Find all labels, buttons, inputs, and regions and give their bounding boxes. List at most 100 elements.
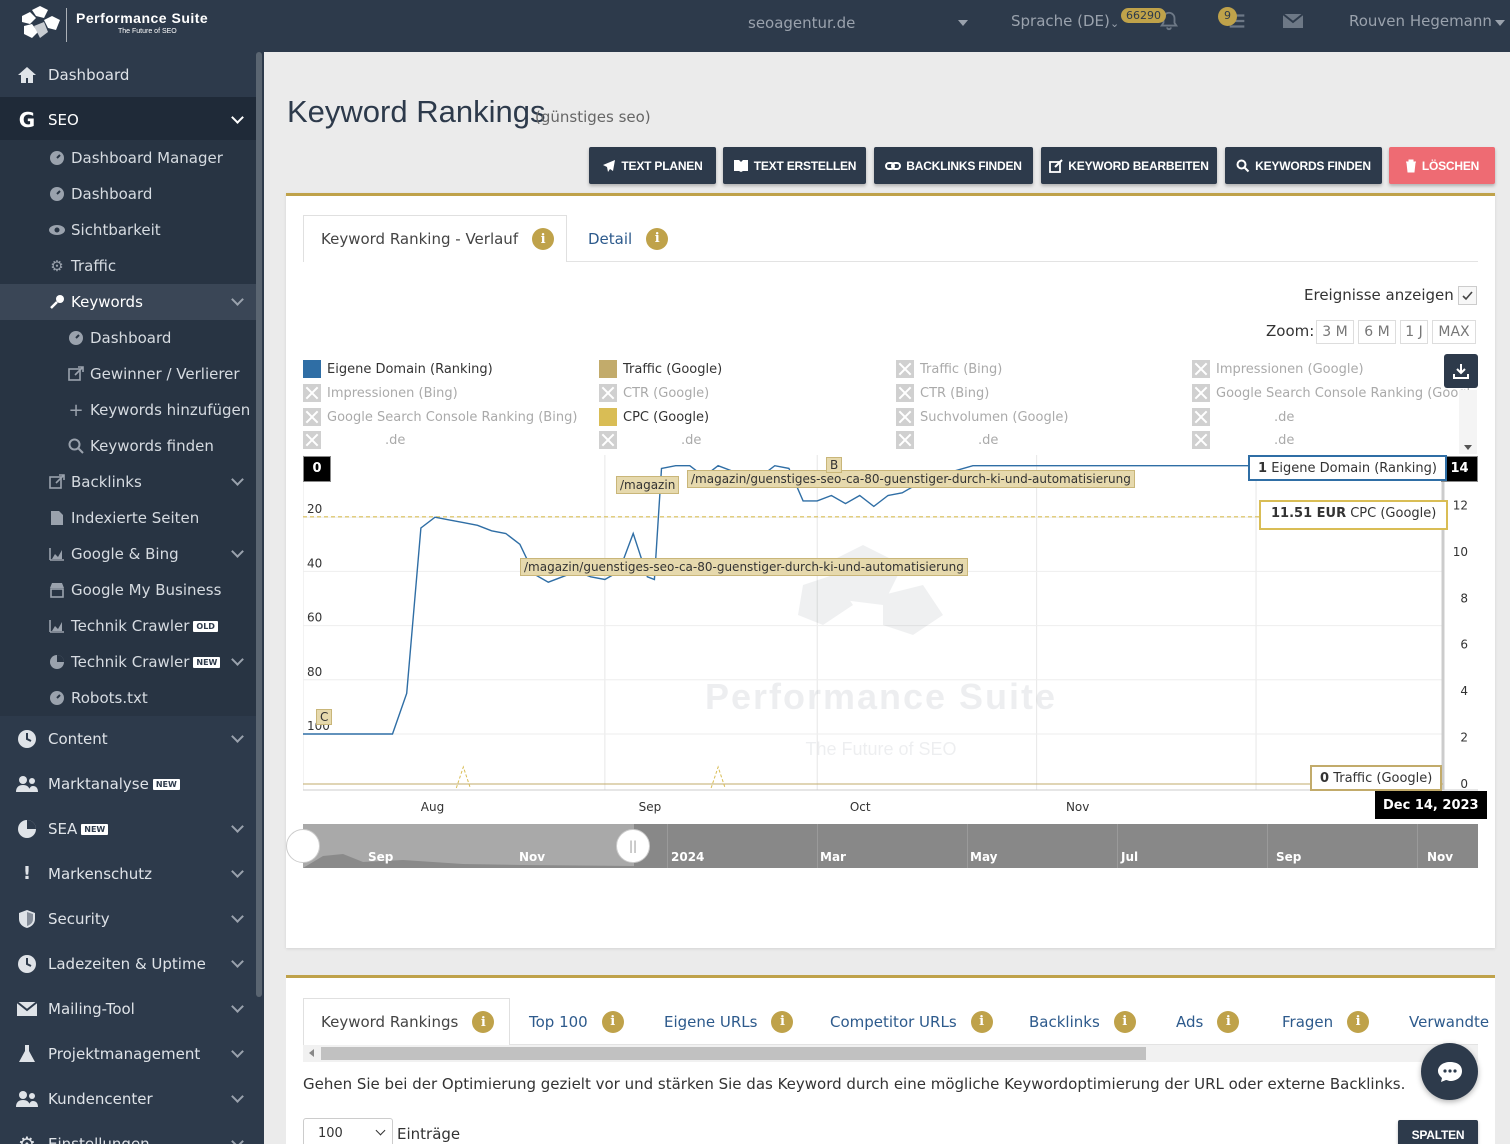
language-chevron-icon[interactable]: ⌄	[1110, 17, 1120, 30]
sidebar-item-projektmanagement[interactable]: Projektmanagement	[0, 1031, 256, 1076]
legend-item[interactable]: Google Search Console Ranking (Googl	[1192, 384, 1470, 402]
sidebar-item-traffic[interactable]: ⚙ Traffic	[0, 248, 256, 284]
sidebar-item-keywords-finden[interactable]: Keywords finden	[0, 428, 256, 464]
navigator-left-handle[interactable]	[286, 829, 320, 863]
messages-button[interactable]	[1282, 12, 1304, 34]
zoom-max-button[interactable]: MAX	[1432, 320, 1476, 344]
loeschen-button[interactable]: LÖSCHEN	[1389, 147, 1495, 184]
legend-item[interactable]: .de	[1192, 431, 1294, 449]
legend-item[interactable]: .de	[303, 431, 405, 449]
sidebar-item-sichtbarkeit[interactable]: Sichtbarkeit	[0, 212, 256, 248]
legend-item[interactable]: .de	[1192, 408, 1294, 426]
zoom-1j-button[interactable]: 1 J	[1400, 320, 1428, 344]
user-menu[interactable]: Rouven Hegemann	[1349, 12, 1492, 30]
entries-select[interactable]: 100	[303, 1118, 393, 1144]
tab-competitor-urls[interactable]: Competitor URLs i	[830, 998, 993, 1045]
legend-item[interactable]: CTR (Google)	[599, 384, 709, 402]
info-icon[interactable]: i	[1347, 1010, 1370, 1033]
legend-item[interactable]: Suchvolumen (Google)	[896, 408, 1068, 426]
legend-item[interactable]: CTR (Bing)	[896, 384, 989, 402]
spalten-button[interactable]: SPALTEN	[1398, 1120, 1478, 1144]
sidebar-item-keywords-hinzufuegen[interactable]: + Keywords hinzufügen	[0, 392, 256, 428]
info-icon[interactable]: i	[970, 1010, 993, 1033]
legend-item[interactable]: .de	[599, 431, 701, 449]
legend-item[interactable]: Eigene Domain (Ranking)	[303, 360, 493, 378]
download-chart-button[interactable]	[1444, 354, 1478, 388]
project-selector[interactable]: seoagentur.de	[748, 14, 856, 32]
sidebar-item-kundencenter[interactable]: Kundencenter	[0, 1076, 256, 1121]
sidebar-item-robots[interactable]: Robots.txt	[0, 680, 256, 716]
annotation-guenstiges-1[interactable]: /magazin/guenstiges-seo-ca-80-guenstiger…	[687, 470, 1135, 488]
horizontal-scrollbar[interactable]	[303, 1045, 1478, 1062]
annotation-guenstiges-2[interactable]: /magazin/guenstiges-seo-ca-80-guenstiger…	[520, 558, 968, 576]
sidebar-item-markenschutz[interactable]: ! Markenschutz	[0, 851, 256, 896]
annotation-b[interactable]: B	[826, 457, 843, 473]
horizontal-scrollbar-thumb[interactable]	[321, 1047, 1146, 1060]
keywords-finden-button[interactable]: KEYWORDS FINDEN	[1225, 147, 1382, 184]
legend-item[interactable]: CPC (Google)	[599, 408, 709, 426]
info-icon[interactable]: i	[472, 1011, 495, 1033]
tab-detail[interactable]: Detail i	[588, 215, 669, 262]
sidebar-item-ladezeiten[interactable]: Ladezeiten & Uptime	[0, 941, 256, 986]
sidebar-item-google-my-business[interactable]: Google My Business	[0, 572, 256, 608]
tab-keyword-ranking-verlauf[interactable]: Keyword Ranking - Verlauf i	[303, 215, 567, 262]
zoom-3m-button[interactable]: 3 M	[1316, 320, 1354, 344]
sidebar-item-sea[interactable]: SEA NEW	[0, 806, 256, 851]
sidebar-item-marktanalyse[interactable]: Marktanalyse NEW	[0, 761, 256, 806]
sidebar-item-seo-dashboard[interactable]: Dashboard	[0, 176, 256, 212]
tab-keyword-rankings[interactable]: Keyword Rankings i	[303, 998, 510, 1045]
ranking-chart[interactable]: Performance Suite The Future of SEO 2040…	[303, 455, 1478, 817]
sidebar-item-security[interactable]: Security	[0, 896, 256, 941]
tab-backlinks[interactable]: Backlinks i	[1029, 998, 1136, 1045]
legend-item[interactable]: Impressionen (Google)	[1192, 360, 1364, 378]
sidebar-item-google-bing[interactable]: Google & Bing	[0, 536, 256, 572]
navigator-right-handle[interactable]: ||	[616, 829, 650, 863]
sidebar-item-keywords[interactable]: Keywords	[0, 284, 256, 320]
chat-button[interactable]	[1421, 1043, 1478, 1100]
annotation-c[interactable]: C	[316, 709, 333, 725]
legend-item[interactable]: Traffic (Bing)	[896, 360, 1002, 378]
legend-item[interactable]: Impressionen (Bing)	[303, 384, 458, 402]
chart-navigator[interactable]: ||	[286, 824, 1478, 868]
annotation-magazin[interactable]: /magazin	[616, 476, 680, 494]
info-icon[interactable]: i	[646, 227, 669, 250]
tab-fragen[interactable]: Fragen i	[1282, 998, 1370, 1045]
sidebar-item-indexierte-seiten[interactable]: Indexierte Seiten	[0, 500, 256, 536]
user-caret-icon[interactable]	[1495, 20, 1505, 26]
project-caret-icon[interactable]	[958, 20, 968, 26]
tab-eigene-urls[interactable]: Eigene URLs i	[664, 998, 794, 1045]
events-checkbox[interactable]	[1458, 286, 1477, 305]
sidebar-item-content[interactable]: Content	[0, 716, 256, 761]
info-icon[interactable]: i	[1113, 1010, 1136, 1033]
legend-item[interactable]: Traffic (Google)	[599, 360, 722, 378]
sidebar-scrollbar[interactable]	[256, 52, 262, 997]
info-icon[interactable]: i	[1217, 1010, 1240, 1033]
scroll-left-icon[interactable]	[309, 1049, 314, 1057]
scroll-down-icon[interactable]	[1464, 445, 1472, 450]
legend-item[interactable]: Google Search Console Ranking (Bing)	[303, 408, 577, 426]
text-planen-button[interactable]: TEXT PLANEN	[589, 147, 716, 184]
text-erstellen-button[interactable]: TEXT ERSTELLEN	[723, 147, 866, 184]
sidebar-item-technik-crawler-new[interactable]: Technik Crawler NEW	[0, 644, 256, 680]
sidebar-item-einstellungen[interactable]: ⚙ Einstellungen	[0, 1121, 256, 1144]
sidebar-item-kw-dashboard[interactable]: Dashboard	[0, 320, 256, 356]
app-logo[interactable]: Performance Suite The Future of SEO	[18, 4, 248, 48]
backlinks-finden-button[interactable]: BACKLINKS FINDEN	[874, 147, 1033, 184]
sidebar-item-technik-crawler-old[interactable]: Technik Crawler OLD	[0, 608, 256, 644]
sidebar-item-seo[interactable]: G SEO	[0, 97, 256, 142]
keyword-bearbeiten-button[interactable]: KEYWORD BEARBEITEN	[1041, 147, 1217, 184]
language-selector[interactable]: Sprache (DE)	[1011, 12, 1110, 30]
info-icon[interactable]: i	[601, 1010, 624, 1033]
zoom-6m-button[interactable]: 6 M	[1358, 320, 1396, 344]
info-icon[interactable]: i	[771, 1010, 794, 1033]
sidebar-item-mailing-tool[interactable]: Mailing-Tool	[0, 986, 256, 1031]
tab-top-100[interactable]: Top 100 i	[529, 998, 624, 1045]
tab-ads[interactable]: Ads i	[1176, 998, 1240, 1045]
sidebar-item-dashboard[interactable]: Dashboard	[0, 52, 256, 97]
sidebar-item-gewinner-verlierer[interactable]: Gewinner / Verlierer	[0, 356, 256, 392]
tab-verwandte[interactable]: Verwandte	[1409, 998, 1489, 1045]
info-icon[interactable]: i	[532, 228, 555, 250]
sidebar-item-backlinks[interactable]: Backlinks	[0, 464, 256, 500]
legend-item[interactable]: .de	[896, 431, 998, 449]
sidebar-item-dashboard-manager[interactable]: Dashboard Manager	[0, 140, 256, 176]
